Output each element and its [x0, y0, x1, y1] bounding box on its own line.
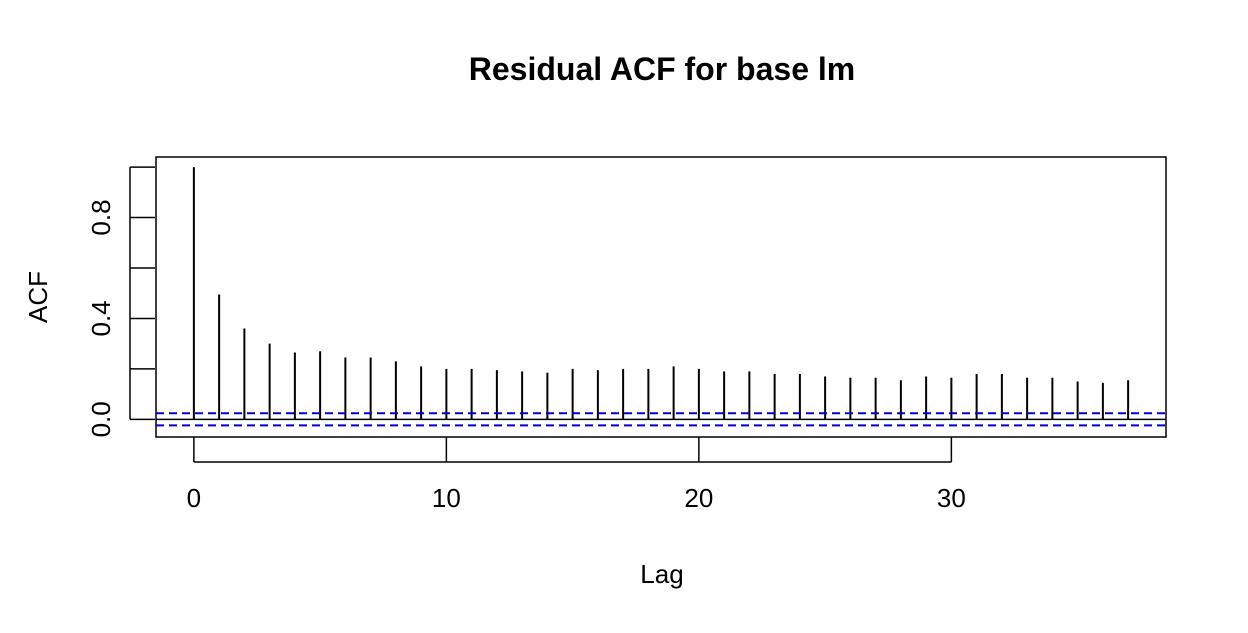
- x-axis: 0 10 20 30: [187, 437, 966, 513]
- plot-frame: [155, 156, 1167, 438]
- chart-title: Residual ACF for base lm: [469, 51, 855, 87]
- y-tick-label: 0.8: [86, 199, 116, 235]
- x-axis-label: Lag: [640, 559, 683, 589]
- y-axis-label: ACF: [23, 271, 53, 323]
- y-axis: 0.0 0.4 0.8: [86, 166, 155, 437]
- y-tick-label: 0.4: [86, 300, 116, 336]
- x-tick-label: 10: [432, 483, 461, 513]
- x-tick-label: 0: [187, 483, 201, 513]
- acf-bars: [192, 167, 1130, 420]
- y-tick-label: 0.0: [86, 401, 116, 437]
- x-tick-label: 20: [684, 483, 713, 513]
- confidence-bands: [156, 412, 1166, 427]
- x-tick-label: 30: [937, 483, 966, 513]
